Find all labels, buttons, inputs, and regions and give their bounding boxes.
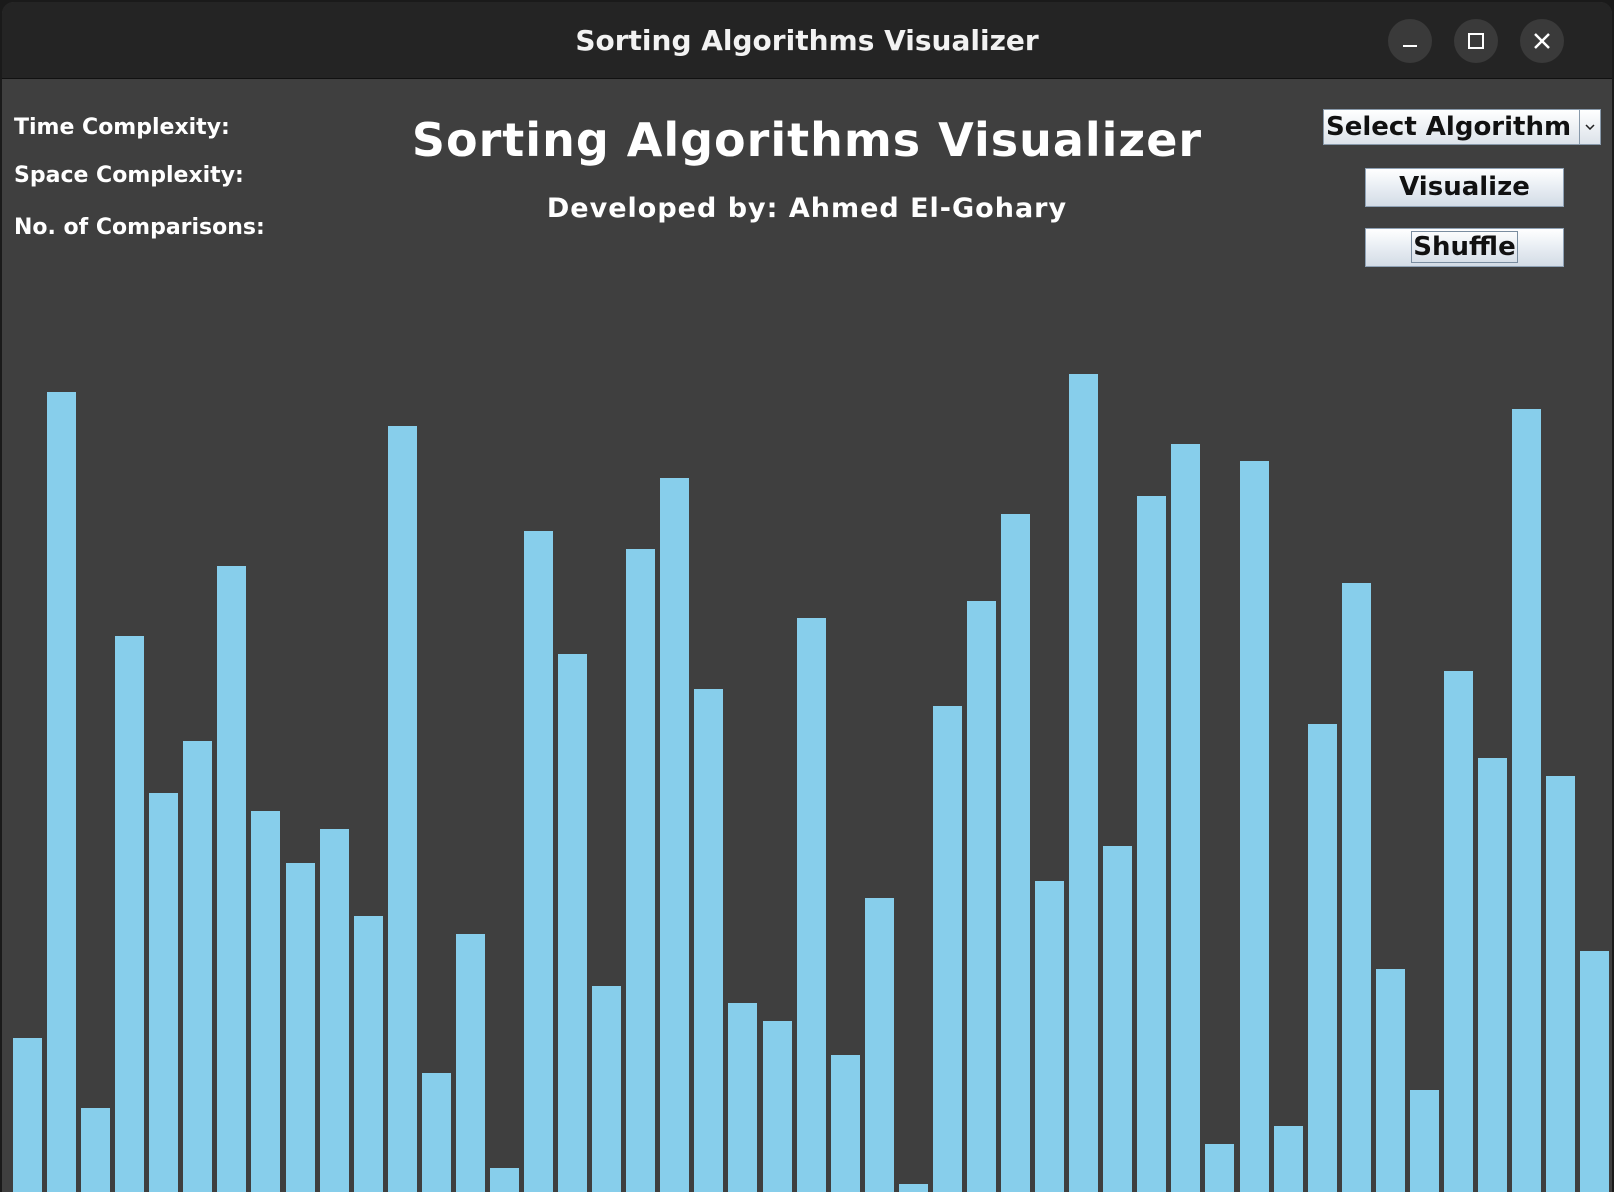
array-bar	[932, 706, 962, 1192]
array-bar	[864, 898, 894, 1192]
array-bar	[558, 654, 588, 1192]
array-bar	[762, 1021, 792, 1192]
array-bar	[47, 392, 77, 1192]
shuffle-button[interactable]: Shuffle	[1365, 228, 1564, 267]
close-button[interactable]	[1520, 19, 1564, 63]
array-bar	[183, 741, 213, 1192]
array-bar	[966, 601, 996, 1192]
title-bar[interactable]: Sorting Algorithms Visualizer	[2, 2, 1612, 79]
array-bar	[898, 1184, 928, 1192]
visualizer-panel: Time Complexity: Space Complexity: No. o…	[2, 79, 1612, 1192]
time-complexity-label: Time Complexity:	[14, 115, 230, 140]
array-bar	[1443, 671, 1473, 1192]
maximize-button[interactable]	[1454, 19, 1498, 63]
array-bar	[1307, 724, 1337, 1192]
array-bar	[1546, 776, 1576, 1192]
array-bar	[1239, 461, 1269, 1192]
minimize-icon	[1403, 45, 1417, 47]
array-bar	[1375, 969, 1405, 1192]
array-bar	[353, 916, 383, 1192]
array-bar	[115, 636, 145, 1192]
array-bar	[660, 478, 690, 1192]
array-bar	[1512, 409, 1542, 1192]
array-bar	[217, 566, 247, 1192]
array-bar	[319, 829, 349, 1192]
algorithm-select-value: Select Algorithm	[1326, 112, 1572, 142]
maximize-icon	[1468, 33, 1484, 49]
shuffle-button-label: Shuffle	[1411, 231, 1518, 263]
array-bar	[387, 426, 417, 1192]
array-bar	[1205, 1144, 1235, 1192]
array-bar	[1409, 1090, 1439, 1192]
array-bar	[13, 1038, 42, 1192]
visualize-button[interactable]: Visualize	[1365, 168, 1564, 207]
developer-credit: Developed by: Ahmed El-Gohary	[546, 193, 1068, 224]
bar-chart	[2, 79, 1612, 1192]
array-bar	[1001, 514, 1031, 1192]
array-bar	[285, 863, 315, 1192]
array-bar	[1103, 846, 1133, 1192]
array-bar	[1137, 496, 1167, 1192]
array-bar	[421, 1073, 451, 1192]
array-bar	[592, 986, 622, 1192]
window-title: Sorting Algorithms Visualizer	[575, 24, 1039, 57]
chevron-down-icon[interactable]	[1579, 110, 1600, 144]
array-bar	[1171, 444, 1201, 1192]
array-bar	[251, 811, 281, 1192]
array-bar	[1069, 374, 1099, 1192]
array-bar	[728, 1003, 758, 1192]
array-bar	[81, 1108, 111, 1192]
page-title: Sorting Algorithms Visualizer	[411, 113, 1203, 167]
array-bar	[1478, 758, 1507, 1192]
array-bar	[524, 531, 554, 1192]
array-bar	[489, 1168, 519, 1192]
array-bar	[1341, 583, 1371, 1192]
array-bar	[626, 549, 656, 1192]
array-bar	[1273, 1126, 1303, 1192]
array-bar	[455, 934, 485, 1192]
array-bar	[796, 618, 826, 1192]
comparisons-label: No. of Comparisons:	[14, 215, 265, 240]
array-bar	[1580, 951, 1610, 1192]
array-bar	[149, 793, 179, 1192]
array-bar	[694, 689, 724, 1192]
minimize-button[interactable]	[1388, 19, 1432, 63]
array-bar	[1035, 881, 1065, 1192]
array-bar	[830, 1055, 860, 1192]
space-complexity-label: Space Complexity:	[14, 163, 244, 188]
visualize-button-label: Visualize	[1399, 172, 1530, 202]
close-icon	[1534, 33, 1550, 49]
algorithm-select[interactable]: Select Algorithm	[1323, 109, 1601, 145]
